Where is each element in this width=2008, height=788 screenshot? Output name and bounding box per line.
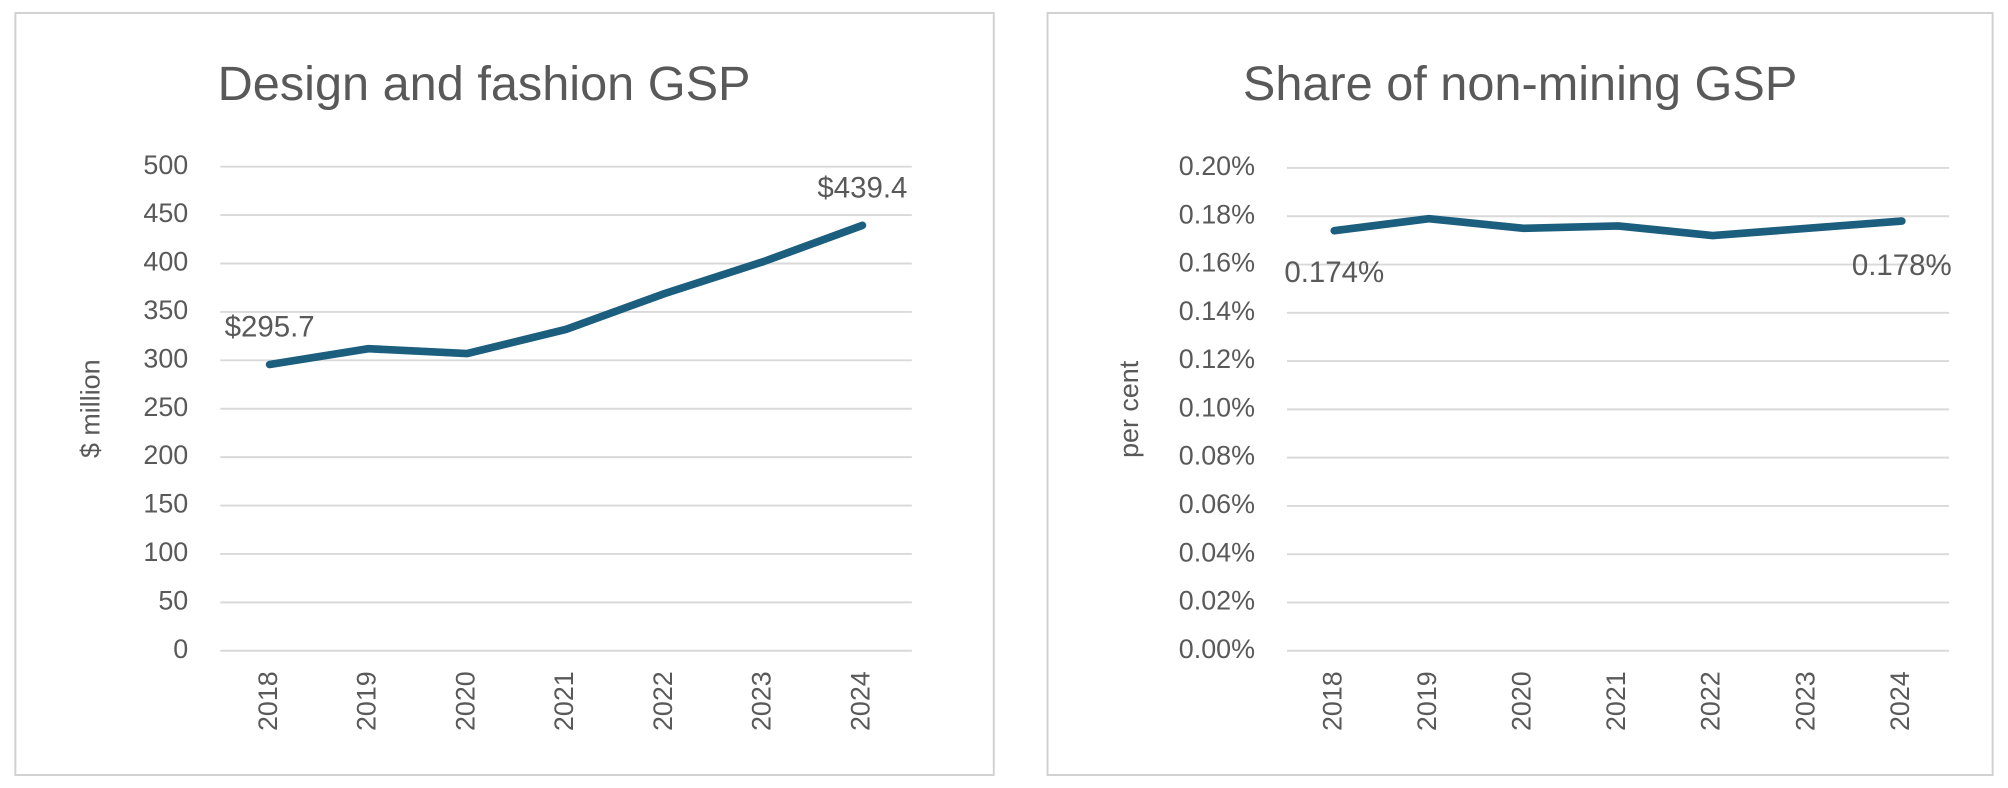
y-tick-label: 50	[158, 585, 188, 615]
x-tick-label: 2022	[1696, 671, 1726, 731]
y-tick-label: 0.18%	[1179, 199, 1255, 229]
line-series	[1330, 214, 1906, 240]
x-tick-label: 2021	[549, 671, 579, 731]
y-tick-label: 0.00%	[1179, 634, 1255, 664]
data-label: $439.4	[817, 171, 907, 204]
y-tick-label: 0.14%	[1179, 296, 1255, 326]
x-tick-label: 2023	[747, 671, 777, 731]
y-axis-label: $ million	[75, 359, 105, 458]
x-tick-label: 2018	[1317, 671, 1347, 731]
x-tick-label: 2020	[450, 671, 480, 731]
y-tick-label: 100	[143, 537, 188, 567]
y-tick-label: 450	[143, 198, 188, 228]
y-tick-label: 500	[143, 150, 188, 180]
y-tick-label: 0	[173, 634, 188, 664]
chart-frame	[1046, 12, 1994, 776]
y-tick-label: 250	[143, 392, 188, 422]
y-tick-label: 0.12%	[1179, 344, 1255, 374]
data-label: $295.7	[225, 310, 315, 343]
y-tick-label: 0.06%	[1179, 489, 1255, 519]
y-tick-label: 150	[143, 489, 188, 519]
data-label: 0.174%	[1284, 256, 1384, 289]
x-tick-label: 2022	[648, 671, 678, 731]
data-label: 0.178%	[1852, 249, 1952, 282]
chart-frame	[14, 12, 995, 776]
x-tick-label: 2023	[1790, 671, 1820, 731]
y-tick-label: 0.08%	[1179, 441, 1255, 471]
chart-title: Design and fashion GSP	[218, 57, 751, 111]
x-tick-label: 2024	[846, 671, 876, 731]
y-tick-label: 0.20%	[1179, 151, 1255, 181]
x-tick-label: 2019	[1412, 671, 1442, 731]
y-tick-label: 400	[143, 247, 188, 277]
x-tick-label: 2024	[1885, 671, 1915, 731]
chart-title: Share of non-mining GSP	[1243, 57, 1797, 111]
x-tick-label: 2021	[1601, 671, 1631, 731]
x-tick-label: 2020	[1507, 671, 1537, 731]
y-axis-label: per cent	[1114, 360, 1144, 458]
y-tick-label: 0.04%	[1179, 537, 1255, 567]
y-tick-label: 200	[143, 440, 188, 470]
x-tick-label: 2018	[253, 671, 283, 731]
y-tick-label: 0.10%	[1179, 392, 1255, 422]
y-tick-label: 0.02%	[1179, 586, 1255, 616]
y-tick-label: 350	[143, 295, 188, 325]
line-series	[265, 221, 867, 369]
x-tick-label: 2019	[352, 671, 382, 731]
y-tick-label: 300	[143, 343, 188, 373]
y-tick-label: 0.16%	[1179, 248, 1255, 278]
